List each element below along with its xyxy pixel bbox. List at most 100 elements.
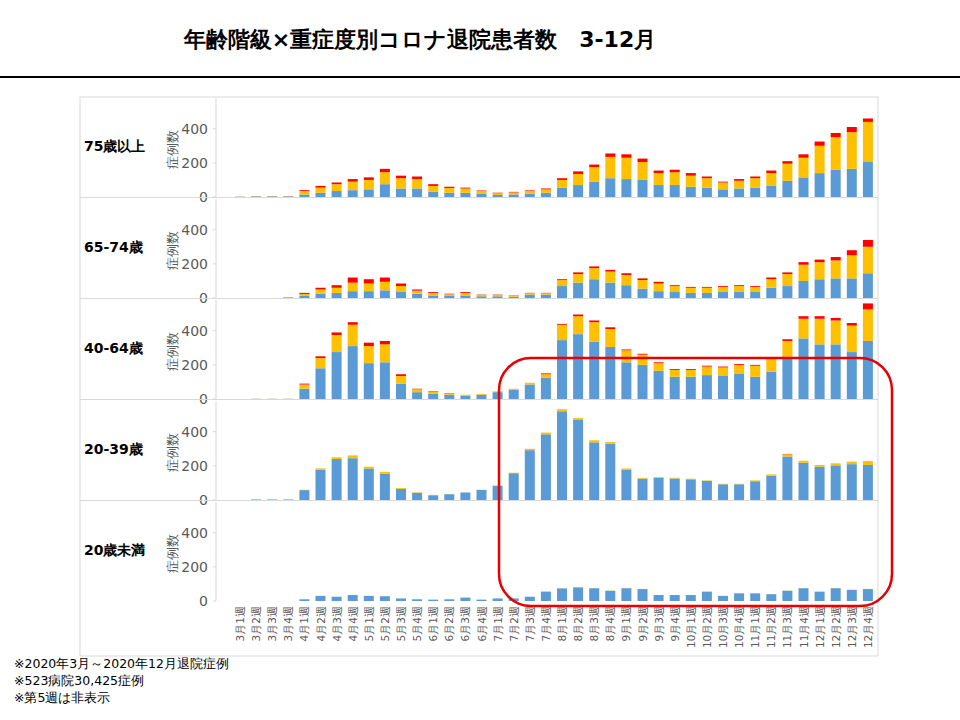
bar-segment bbox=[654, 371, 664, 399]
bar-segment bbox=[638, 355, 648, 365]
bar-segment bbox=[477, 190, 487, 192]
bar-segment bbox=[493, 195, 503, 197]
bar-segment bbox=[460, 187, 470, 189]
bar-segment bbox=[283, 196, 293, 197]
bar-segment bbox=[847, 127, 857, 132]
bar-segment bbox=[380, 471, 390, 472]
bar-segment bbox=[847, 590, 857, 601]
bar-segment bbox=[460, 293, 470, 296]
bar-segment bbox=[557, 588, 567, 589]
bar-segment bbox=[782, 341, 792, 359]
bar-segment bbox=[380, 290, 390, 298]
bar-segment bbox=[525, 292, 535, 293]
bars bbox=[251, 409, 873, 500]
bar-segment bbox=[525, 449, 535, 450]
bar-segment bbox=[815, 146, 825, 173]
bar-segment bbox=[847, 169, 857, 197]
bar-segment bbox=[251, 601, 261, 602]
bar-segment bbox=[509, 194, 519, 197]
bar-segment bbox=[799, 461, 809, 463]
x-tick-label: 10月2週 bbox=[701, 606, 713, 648]
bar-segment bbox=[815, 465, 825, 466]
bar-segment bbox=[396, 489, 406, 500]
bar-segment bbox=[670, 595, 680, 596]
bar-segment bbox=[766, 279, 776, 288]
bar-segment bbox=[654, 595, 664, 596]
bar-segment bbox=[477, 489, 487, 490]
bar-segment bbox=[638, 280, 648, 289]
x-tick-label: 5月4週 bbox=[411, 606, 423, 641]
bar-segment bbox=[863, 273, 873, 298]
bar-segment bbox=[702, 480, 712, 482]
bar-segment bbox=[332, 457, 342, 459]
bar-segment bbox=[799, 319, 809, 339]
bar-segment bbox=[267, 499, 277, 500]
x-tick-label: 10月3週 bbox=[717, 606, 729, 648]
x-tick-label: 5月3週 bbox=[395, 606, 407, 641]
bar-segment bbox=[782, 339, 792, 341]
x-tick-label: 8月3週 bbox=[588, 606, 600, 641]
x-tick-label: 4月2週 bbox=[315, 606, 327, 641]
bar-segment bbox=[831, 278, 841, 298]
bar-segment bbox=[654, 283, 664, 291]
bar-segment bbox=[525, 293, 535, 294]
bar-segment bbox=[863, 118, 873, 121]
bar-segment bbox=[460, 292, 470, 294]
bar-segment bbox=[493, 598, 503, 599]
y-axis-label: 症例数 bbox=[165, 332, 180, 371]
bar-segment bbox=[332, 597, 342, 601]
bar-segment bbox=[412, 291, 422, 294]
bar-segment bbox=[348, 179, 358, 182]
bar-segment bbox=[541, 188, 551, 190]
bar-segment bbox=[638, 353, 648, 355]
y-tick-label: 400 bbox=[181, 323, 208, 339]
y-axis-line bbox=[216, 401, 217, 500]
bar-segment bbox=[348, 283, 358, 292]
x-tick-label: 8月4週 bbox=[604, 606, 616, 641]
panel-separator bbox=[80, 399, 878, 400]
bar-segment bbox=[621, 468, 631, 469]
highlight-box bbox=[499, 358, 892, 606]
x-tick-label: 5月2週 bbox=[379, 606, 391, 641]
bars bbox=[283, 240, 873, 298]
bar-segment bbox=[782, 590, 792, 591]
x-tick-label: 6月2週 bbox=[443, 606, 455, 641]
bar-segment bbox=[782, 286, 792, 298]
bar-segment bbox=[799, 588, 809, 601]
y-axis-line bbox=[216, 98, 217, 197]
bar-segment bbox=[541, 193, 551, 197]
bar-segment bbox=[348, 456, 358, 458]
bar-segment bbox=[364, 189, 374, 197]
bar-segment bbox=[541, 292, 551, 293]
bar-segment bbox=[412, 493, 422, 500]
bar-segment bbox=[364, 466, 374, 467]
bar-segment bbox=[332, 332, 342, 335]
bar-segment bbox=[734, 483, 744, 484]
bar-segment bbox=[316, 294, 326, 298]
bar-segment bbox=[750, 593, 760, 594]
bar-segment bbox=[380, 169, 390, 172]
bar-segment bbox=[638, 289, 648, 298]
bar-segment bbox=[621, 588, 631, 601]
bar-segment bbox=[283, 499, 293, 500]
bar-segment bbox=[750, 480, 760, 482]
bar-segment bbox=[605, 442, 615, 444]
bar-segment bbox=[493, 485, 503, 486]
bar-segment bbox=[557, 588, 567, 601]
bar-segment bbox=[299, 599, 309, 600]
bar-segment bbox=[235, 500, 245, 501]
bar-segment bbox=[573, 272, 583, 274]
y-axis-line bbox=[216, 300, 217, 399]
bar-segment bbox=[299, 599, 309, 600]
bar-segment bbox=[412, 389, 422, 392]
bar-segment bbox=[799, 177, 809, 197]
panel-separator bbox=[80, 500, 878, 501]
bar-segment bbox=[493, 192, 503, 194]
bar-segment bbox=[863, 589, 873, 601]
bar-segment bbox=[235, 298, 245, 299]
bar-segment bbox=[557, 279, 567, 281]
panel-title: 65-74歳 bbox=[84, 239, 143, 255]
bar-segment bbox=[702, 481, 712, 500]
bar-segment bbox=[605, 283, 615, 298]
bar-segment bbox=[621, 285, 631, 298]
